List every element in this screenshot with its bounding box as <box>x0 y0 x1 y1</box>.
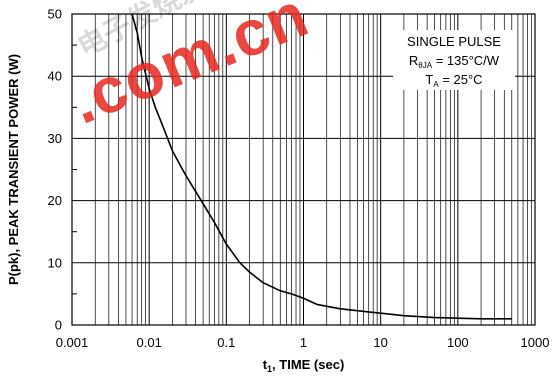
y-tick-label: 20 <box>48 193 62 208</box>
annotation-line-3: TA = 25°C <box>425 72 482 89</box>
tick-labels: 0.001 0.01 0.1 1 10 100 1000 0 10 20 30 40 50 <box>48 7 550 351</box>
x-axis-label-rest: , TIME (sec) <box>272 357 344 372</box>
x-tick-label: 0.01 <box>137 335 162 350</box>
x-tick-label: 100 <box>447 335 469 350</box>
tick-marks <box>72 44 77 295</box>
x-tick-label: 1000 <box>521 335 550 350</box>
series-line <box>131 13 512 320</box>
x-axis-label: t1, TIME (sec) <box>263 357 345 374</box>
y-tick-label: 0 <box>55 318 62 333</box>
x-tick-label: 0.1 <box>217 335 235 350</box>
y-tick-label: 10 <box>48 255 62 270</box>
x-tick-label: 0.001 <box>56 335 89 350</box>
annotation-t-value: = 25°C <box>439 72 483 87</box>
annotation-r-symbol: R <box>409 53 418 68</box>
annotation-line-1: SINGLE PULSE <box>407 34 501 49</box>
y-tick-label: 40 <box>48 69 62 84</box>
annotation-t-symbol: T <box>425 72 433 87</box>
minor-grid <box>94 14 532 325</box>
annotation-box <box>393 30 515 90</box>
x-axis-label-subscript: 1 <box>267 364 272 374</box>
annotation-t-subscript: A <box>433 80 439 89</box>
x-tick-label: 10 <box>373 335 387 350</box>
x-tick-label: 1 <box>300 335 307 350</box>
annotation-r-value: = 135°C/W <box>432 53 500 68</box>
y-axis-label: P(pk), PEAK TRANSIENT POWER (W) <box>6 54 21 285</box>
y-tick-label: 50 <box>48 7 62 22</box>
annotation-r-subscript: θJA <box>418 61 432 70</box>
x-axis-label-main: t <box>263 357 268 372</box>
y-tick-label: 30 <box>48 131 62 146</box>
annotation-line-2: RθJA = 135°C/W <box>409 53 500 70</box>
